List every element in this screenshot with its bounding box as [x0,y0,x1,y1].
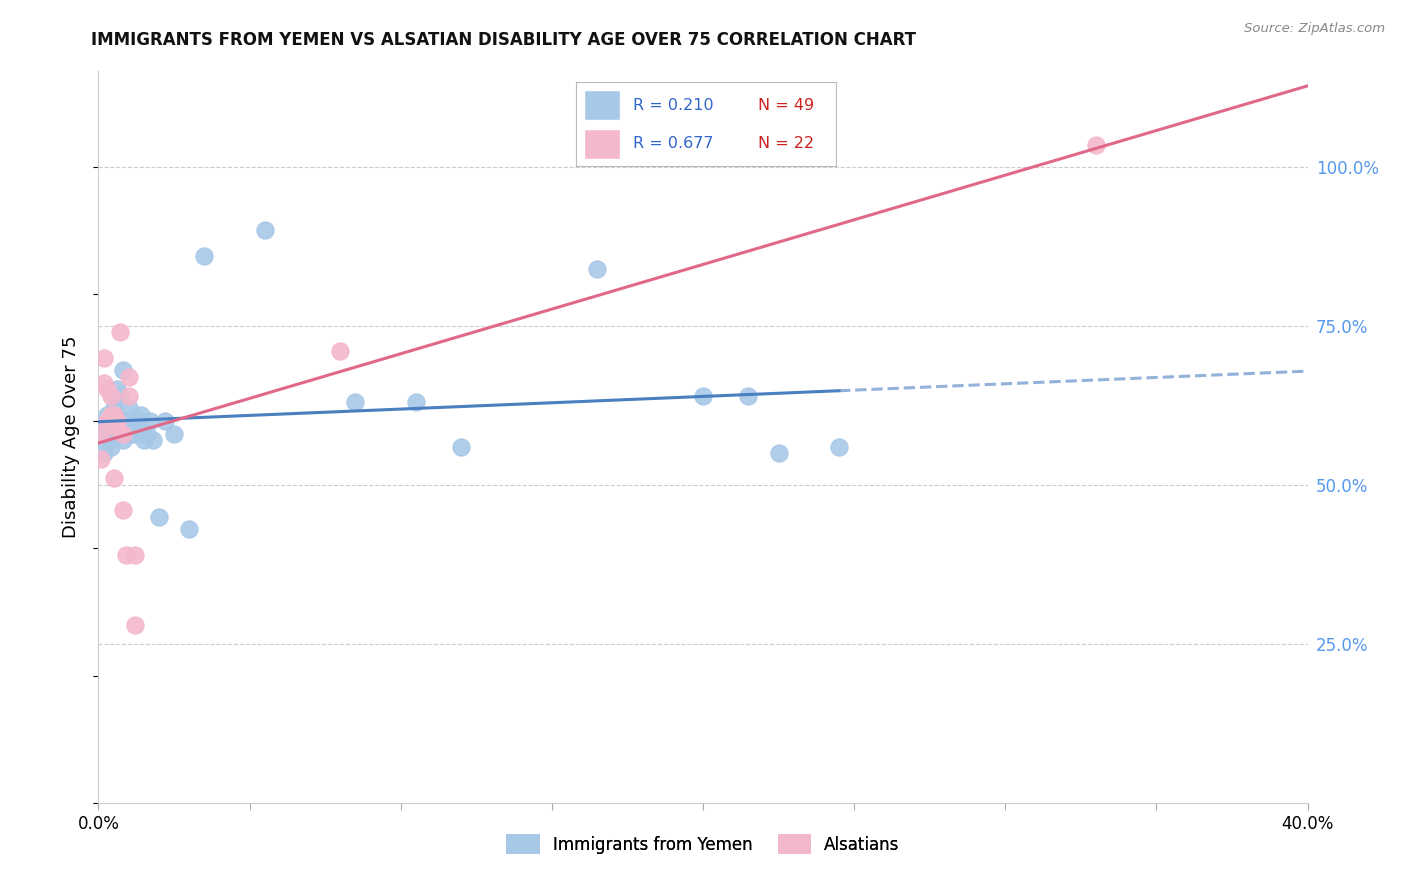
Point [105,383,128,397]
Point [111,503,134,517]
Point [124,420,146,434]
Point [163,426,186,441]
Point [108,426,131,441]
Point [90,417,112,432]
Point [768,446,790,460]
Point [100,408,122,422]
Point [93,351,115,365]
Point [124,548,146,562]
Point [135,426,157,441]
Point [103,471,125,485]
Point [1085,137,1108,152]
Point [105,420,128,434]
Point [118,389,141,403]
Point [121,414,143,428]
Point [96,414,118,428]
Point [193,249,215,263]
Point [118,414,141,428]
Y-axis label: Disability Age Over 75: Disability Age Over 75 [62,335,80,539]
Point [118,401,141,416]
Point [90,452,112,467]
Point [100,389,122,403]
Point [148,509,170,524]
Point [179,522,201,536]
Point [100,440,122,454]
Point [103,401,125,416]
Point [103,420,125,434]
Point [121,426,143,441]
Legend: Immigrants from Yemen, Alsatians: Immigrants from Yemen, Alsatians [499,828,907,860]
Point [111,434,134,448]
Point [114,420,136,434]
Point [111,426,134,441]
Point [127,426,149,441]
Point [450,440,472,454]
Point [114,548,136,562]
Point [139,414,162,428]
Point [118,420,141,434]
Point [124,617,146,632]
Point [124,426,146,441]
Text: Source: ZipAtlas.com: Source: ZipAtlas.com [1244,22,1385,36]
Point [132,426,155,441]
Point [132,434,155,448]
Point [100,434,122,448]
Point [114,414,136,428]
Point [90,426,112,441]
Point [103,408,125,422]
Point [111,414,134,428]
Point [142,434,165,448]
Point [96,408,118,422]
Point [737,389,759,403]
Point [105,389,128,403]
Point [96,426,118,441]
Point [111,363,134,377]
Point [93,376,115,390]
Point [129,408,152,422]
Point [153,414,176,428]
Point [105,414,128,428]
Point [93,434,115,448]
Point [329,344,352,359]
Point [344,395,367,409]
Point [692,389,714,403]
Point [405,395,427,409]
Text: IMMIGRANTS FROM YEMEN VS ALSATIAN DISABILITY AGE OVER 75 CORRELATION CHART: IMMIGRANTS FROM YEMEN VS ALSATIAN DISABI… [91,31,917,49]
Point [93,446,115,460]
Point [586,261,609,276]
Point [253,223,276,237]
Point [108,389,131,403]
Point [96,383,118,397]
Point [96,414,118,428]
Point [118,369,141,384]
Point [108,325,131,339]
Point [828,440,851,454]
Point [103,408,125,422]
Point [127,414,149,428]
